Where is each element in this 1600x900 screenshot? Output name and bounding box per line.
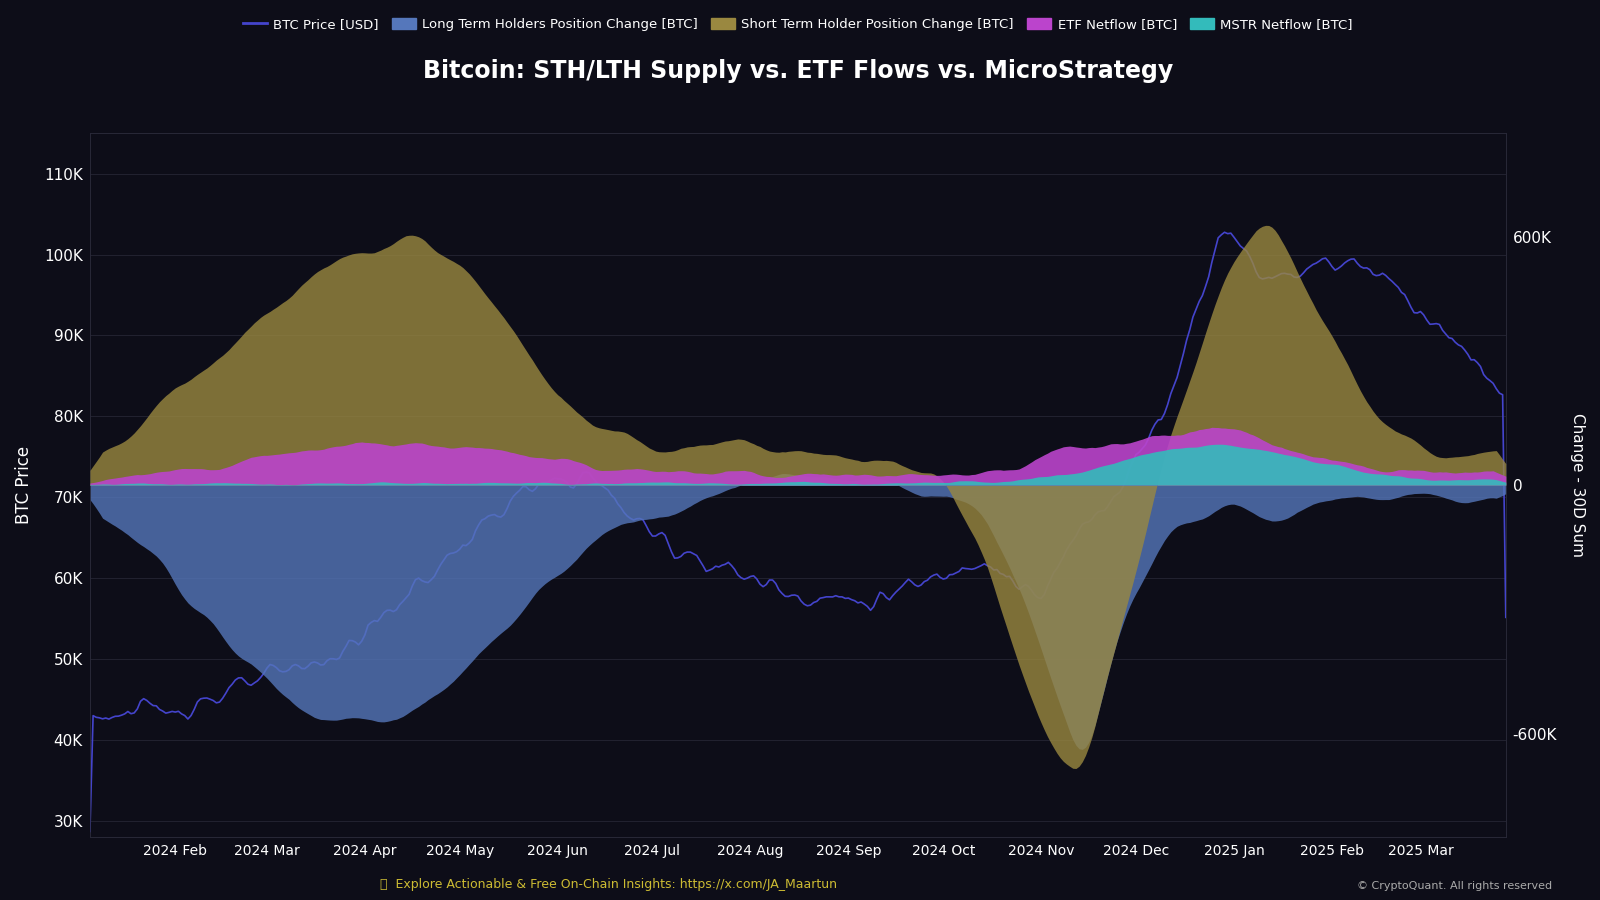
Title: Bitcoin: STH/LTH Supply vs. ETF Flows vs. MicroStrategy: Bitcoin: STH/LTH Supply vs. ETF Flows vs… xyxy=(422,58,1173,83)
Text: © CryptoQuant. All rights reserved: © CryptoQuant. All rights reserved xyxy=(1357,881,1552,891)
Legend: BTC Price [USD], Long Term Holders Position Change [BTC], Short Term Holder Posi: BTC Price [USD], Long Term Holders Posit… xyxy=(237,13,1358,37)
Y-axis label: Change - 30D Sum: Change - 30D Sum xyxy=(1570,413,1586,557)
Text: 🟡  Explore Actionable & Free On-Chain Insights: https://x.com/JA_Maartun: 🟡 Explore Actionable & Free On-Chain Ins… xyxy=(379,878,837,891)
Y-axis label: BTC Price: BTC Price xyxy=(14,446,34,524)
